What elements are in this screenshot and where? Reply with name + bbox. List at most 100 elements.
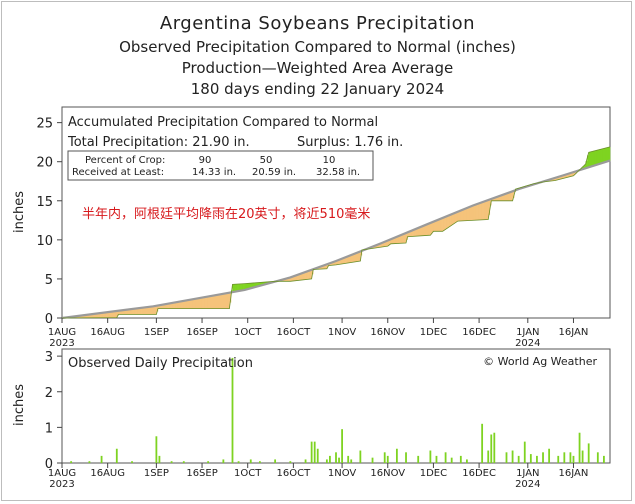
deficit-segment [511,191,513,201]
daily-bar [313,441,316,464]
deficit-segment [471,205,474,221]
deficit-segment [209,296,212,309]
deficit-segment [393,237,396,244]
deficit-segment [561,175,564,179]
deficit-segment [224,293,227,309]
deficit-segment [445,216,448,229]
x-tick-label: 16OCT [277,327,312,338]
deficit-segment [453,213,456,224]
daily-bar [158,455,161,464]
deficit-segment [284,278,287,282]
deficit-segment [100,313,102,318]
deficit-segment [150,306,153,315]
daily-plot-area [61,348,611,464]
surplus-segment [597,149,600,165]
daily-bar [383,452,386,463]
deficit-segment [185,300,188,309]
deficit-segment [192,299,195,309]
deficit-segment [568,173,571,177]
deficit-segment [113,311,116,318]
deficit-segment [488,199,491,215]
daily-bar [115,448,118,463]
deficit-segment [326,263,329,268]
deficit-segment [208,296,210,309]
deficit-segment [296,274,299,281]
deficit-segment [416,228,419,237]
deficit-segment [294,275,297,281]
percent-10: 10 [323,155,336,166]
figure-period: 180 days ending 22 January 2024 [190,80,445,98]
daily-bar [578,432,581,463]
deficit-segment [439,218,442,232]
x-tick-label: 16SEP [186,468,217,479]
deficit-segment [392,238,395,244]
deficit-segment [83,315,86,318]
daily-bars [70,357,605,464]
deficit-segment [512,190,515,198]
deficit-segment [168,303,171,309]
deficit-segment [565,174,568,178]
amount-10: 32.58 in. [316,167,360,178]
deficit-segment [430,222,433,235]
deficit-segment [182,300,185,309]
deficit-segment [180,301,183,309]
surplus-segment [588,152,591,168]
daily-bar [310,441,313,464]
daily-bar [523,441,526,464]
deficit-segment [115,311,118,318]
deficit-segment [211,295,213,309]
deficit-segment [325,264,328,269]
deficit-segment [336,260,338,265]
daily-bar [572,455,575,464]
deficit-segment [81,315,84,318]
daily-bar [596,452,599,463]
deficit-segment [571,172,574,176]
surplus-segment [602,148,605,163]
x-year-label: 2023 [49,479,74,490]
surplus-segment [253,282,256,288]
deficit-segment [404,233,407,244]
deficit-segment [395,237,398,244]
deficit-segment [389,239,392,245]
deficit-segment [447,215,449,228]
daily-bar [100,455,103,464]
deficit-segment [494,197,497,201]
y-tick-label: 3 [45,350,53,365]
deficit-segment [310,269,312,280]
x-year-label: 2023 [49,338,74,349]
daily-bar [237,461,240,463]
surplus-segment [584,164,586,169]
deficit-segment [195,298,198,309]
surplus-segment [262,282,265,285]
deficit-segment [214,295,217,309]
deficit-segment [90,314,93,318]
deficit-segment [145,307,148,315]
deficit-segment [409,231,411,237]
surplus-segment [596,150,599,165]
deficit-segment [457,211,460,222]
deficit-segment [418,227,421,236]
daily-bar [347,455,350,464]
surplus-segment [585,161,588,169]
deficit-segment [119,310,122,315]
percent-50: 50 [260,155,273,166]
surplus-segment [605,147,608,162]
x-tick-label: 16DEC [462,468,496,479]
deficit-segment [157,305,160,309]
deficit-segment [375,245,378,248]
deficit-segment [95,313,98,318]
deficit-segment [133,308,136,315]
deficit-segment [162,304,165,309]
deficit-segment [424,225,427,236]
y-tick-label: 10 [36,234,53,249]
deficit-segment [413,229,416,237]
deficit-segment [177,301,180,309]
deficit-segment [84,314,87,318]
deficit-segment [343,257,346,264]
daily-bar [542,452,544,463]
daily-bar [329,455,331,464]
x-tick-label: 16AUG [90,468,125,479]
surplus-label: Surplus: 1.76 in. [297,135,403,150]
deficit-segment [197,298,200,309]
surplus-segment [587,155,589,168]
